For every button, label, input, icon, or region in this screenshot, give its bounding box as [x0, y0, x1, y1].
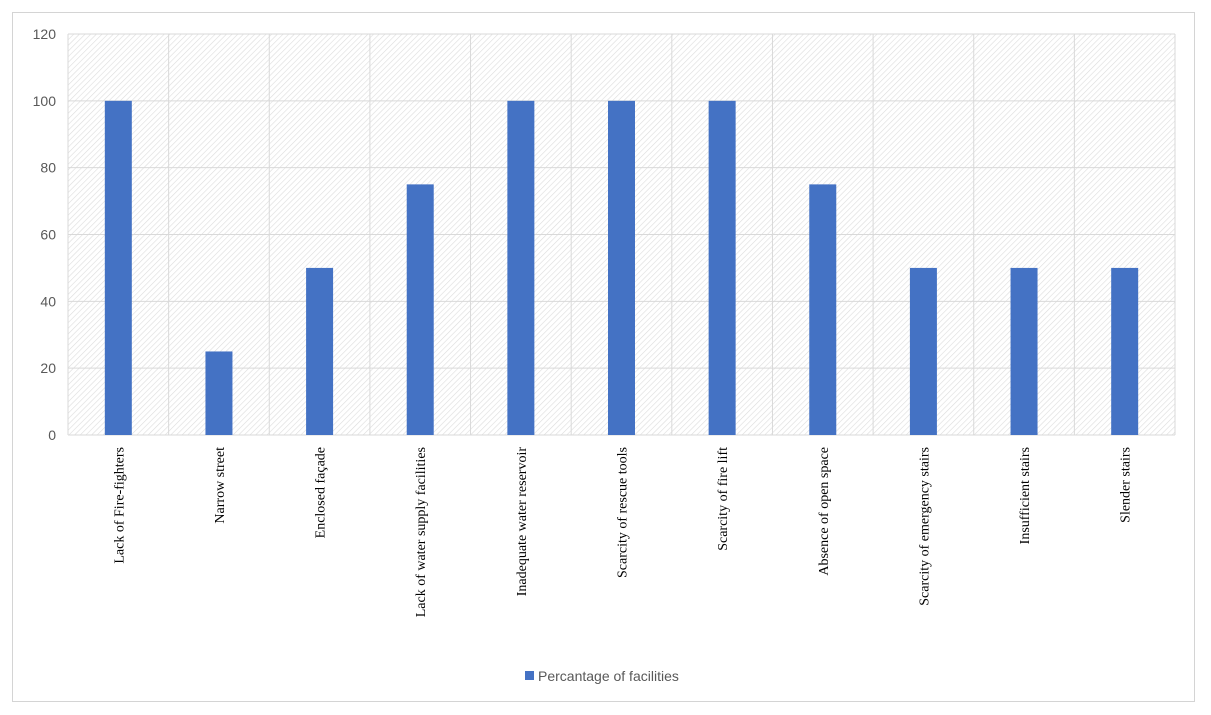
bar	[809, 184, 837, 435]
bar	[507, 100, 535, 435]
x-tick-label: Enclosed façade	[314, 447, 329, 538]
x-tick-label: Lack of Fire-fighters	[112, 447, 127, 564]
x-tick-label: Inadequate water reservoir	[515, 447, 530, 597]
legend-swatch	[525, 671, 534, 680]
bar	[406, 184, 434, 435]
x-tick-label: Absence of open space	[817, 447, 832, 576]
x-tick-label: Narrow street	[213, 447, 228, 524]
y-tick-label: 0	[48, 427, 56, 443]
y-tick-label: 40	[40, 293, 56, 309]
y-tick-label: 20	[40, 360, 56, 376]
x-tick-label: Insufficient stairs	[1018, 447, 1033, 544]
bar	[909, 267, 937, 435]
x-tick-label: Scarcity of rescue tools	[616, 447, 631, 578]
bar	[306, 267, 334, 435]
bar	[1010, 267, 1038, 435]
y-tick-label: 120	[33, 26, 57, 42]
x-tick-label: Scarcity of emergency stairs	[917, 447, 932, 606]
bars	[104, 100, 1139, 435]
legend: Percantage of facilities	[525, 668, 679, 684]
x-tick-label: Scarcity of fire lift	[716, 447, 731, 551]
y-axis-ticks: 0 20 40 60 80 100 120	[33, 26, 57, 443]
legend-label: Percantage of facilities	[538, 668, 679, 684]
bar	[205, 351, 233, 435]
bar	[1111, 267, 1139, 435]
y-tick-label: 60	[40, 227, 56, 243]
x-tick-label: Slender stairs	[1119, 447, 1134, 523]
bar	[104, 100, 132, 435]
y-tick-label: 100	[33, 93, 57, 109]
x-axis-ticks: Lack of Fire-fighters Narrow street Enclos…	[112, 447, 1133, 618]
x-tick-label: Lack of water supply facilities	[414, 447, 429, 617]
bar	[708, 100, 736, 435]
bar	[608, 100, 635, 435]
y-tick-label: 80	[40, 160, 56, 176]
